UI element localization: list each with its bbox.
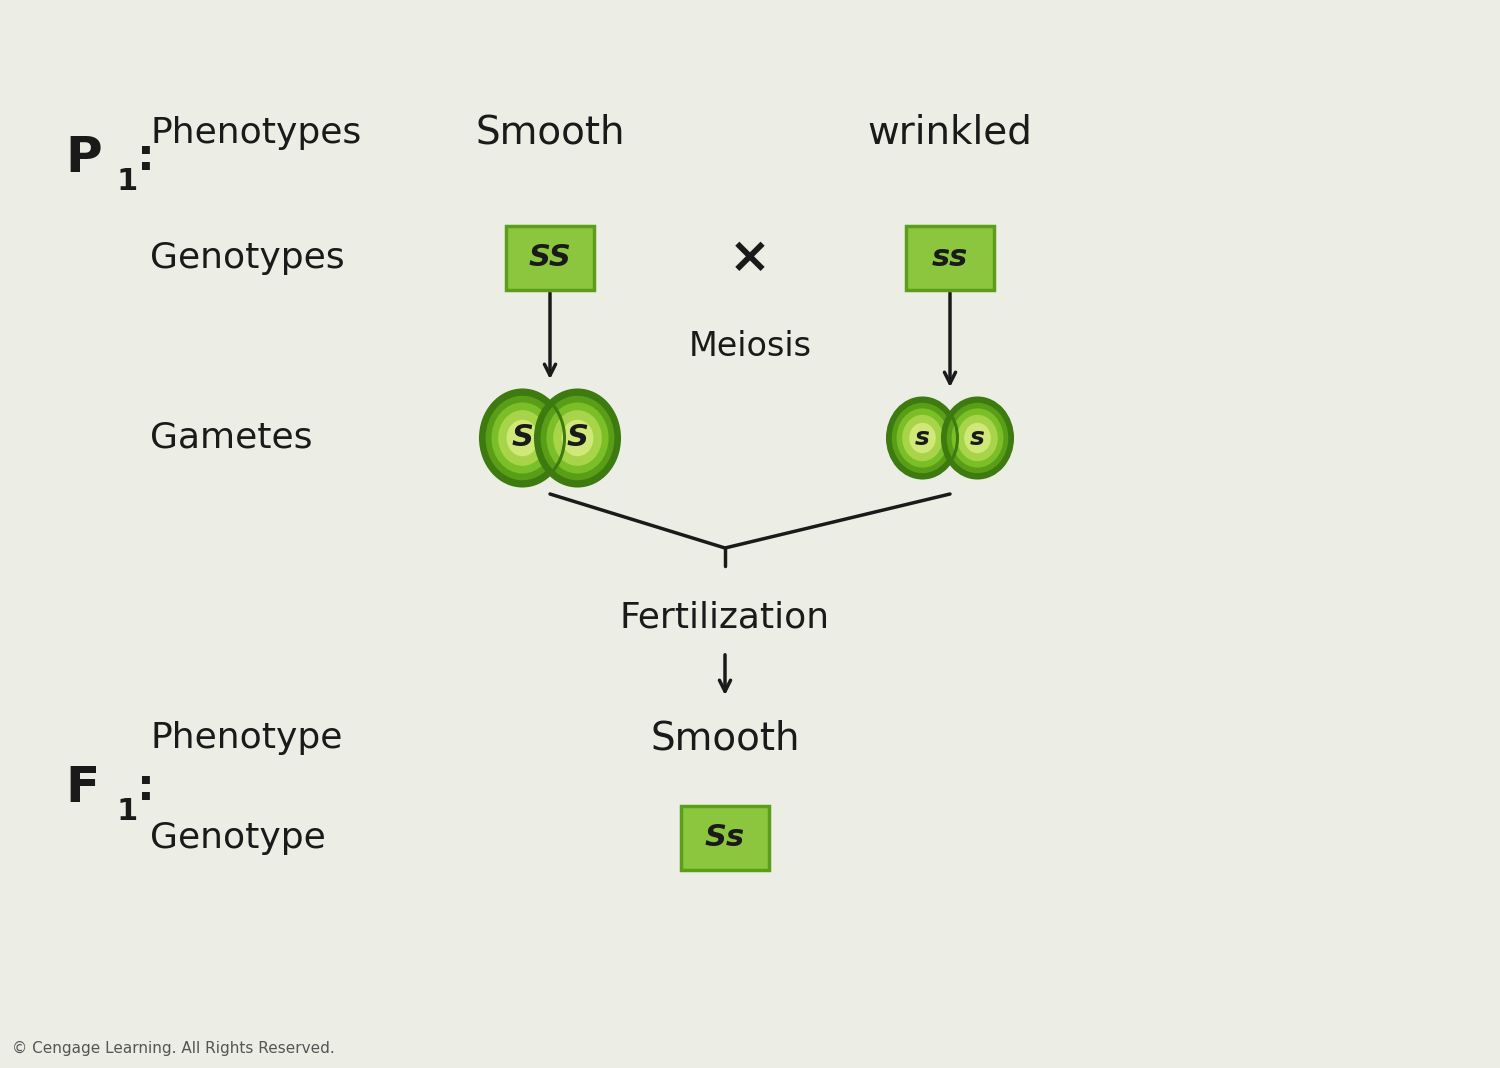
Text: SS: SS	[528, 244, 572, 272]
Text: 1: 1	[117, 167, 138, 195]
Ellipse shape	[561, 420, 594, 456]
Ellipse shape	[891, 403, 954, 473]
Ellipse shape	[909, 423, 936, 453]
Ellipse shape	[957, 414, 998, 461]
Text: Ss: Ss	[705, 823, 746, 852]
Ellipse shape	[964, 423, 992, 453]
Text: S: S	[567, 424, 588, 453]
Text: :: :	[136, 137, 154, 179]
FancyBboxPatch shape	[506, 226, 594, 290]
Text: 1: 1	[117, 797, 138, 826]
Ellipse shape	[942, 398, 1012, 478]
Text: S: S	[512, 424, 534, 453]
Text: s: s	[970, 426, 986, 450]
Text: Fertilization: Fertilization	[620, 601, 830, 635]
Text: s: s	[915, 426, 930, 450]
Text: wrinkled: wrinkled	[867, 114, 1032, 152]
Ellipse shape	[480, 390, 564, 486]
Ellipse shape	[486, 396, 560, 481]
Ellipse shape	[951, 408, 1004, 468]
Text: P: P	[64, 134, 102, 182]
Text: Genotype: Genotype	[150, 821, 326, 855]
Text: :: :	[136, 767, 154, 810]
Text: Phenotype: Phenotype	[150, 721, 342, 755]
Ellipse shape	[902, 414, 944, 461]
Text: Meiosis: Meiosis	[688, 330, 812, 362]
Text: F: F	[64, 764, 99, 812]
Ellipse shape	[498, 410, 548, 466]
Text: Genotypes: Genotypes	[150, 241, 345, 274]
FancyBboxPatch shape	[906, 226, 995, 290]
Text: ×: ×	[729, 234, 771, 282]
Ellipse shape	[554, 410, 602, 466]
FancyBboxPatch shape	[681, 806, 770, 870]
Ellipse shape	[507, 420, 538, 456]
Text: © Cengage Learning. All Rights Reserved.: © Cengage Learning. All Rights Reserved.	[12, 1040, 334, 1055]
Text: Smooth: Smooth	[651, 719, 800, 757]
Text: ss: ss	[932, 244, 968, 272]
Text: Phenotypes: Phenotypes	[150, 116, 362, 150]
Ellipse shape	[946, 403, 1008, 473]
Ellipse shape	[540, 396, 615, 481]
Text: Gametes: Gametes	[150, 421, 312, 455]
Ellipse shape	[888, 398, 957, 478]
Ellipse shape	[492, 403, 554, 473]
Text: Smooth: Smooth	[476, 114, 624, 152]
Ellipse shape	[536, 390, 620, 486]
Ellipse shape	[546, 403, 609, 473]
Ellipse shape	[897, 408, 948, 468]
